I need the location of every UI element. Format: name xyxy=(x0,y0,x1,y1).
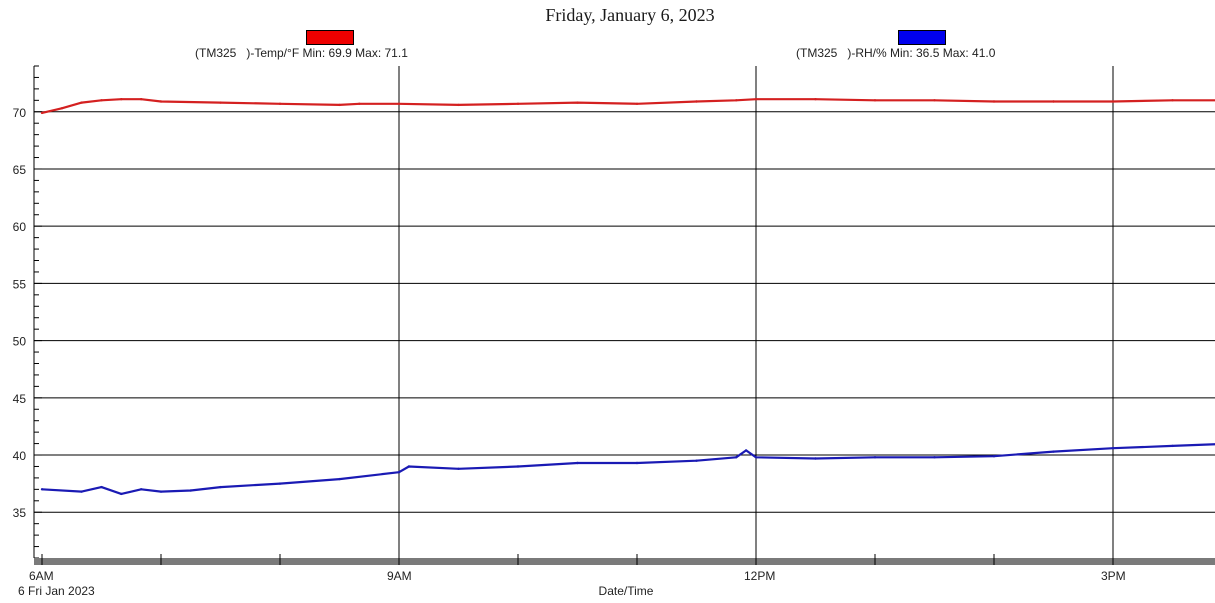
series-point-0 xyxy=(100,99,103,102)
series-point-1 xyxy=(933,456,936,459)
series-point-0 xyxy=(516,102,520,106)
series-point-0 xyxy=(397,102,401,106)
y-tick-label: 40 xyxy=(13,449,27,463)
series-point-1 xyxy=(1111,447,1115,450)
series-point-1 xyxy=(516,465,520,468)
y-tick-label: 50 xyxy=(13,335,27,349)
x-tick-label: 6AM xyxy=(29,569,54,583)
series-point-0 xyxy=(695,100,698,103)
series-point-0 xyxy=(873,99,877,102)
y-tick-label: 70 xyxy=(13,106,27,120)
series-point-0 xyxy=(814,98,817,101)
series-point-0 xyxy=(1111,100,1115,103)
legend-label-rh: (TM325 )-RH/% Min: 36.5 Max: 41.0 xyxy=(796,46,996,60)
series-point-1 xyxy=(120,492,123,496)
series-point-1 xyxy=(397,471,401,474)
series-point-1 xyxy=(873,456,877,459)
series-point-0 xyxy=(120,98,123,101)
series-point-0 xyxy=(278,102,282,106)
series-point-1 xyxy=(744,449,748,452)
series-point-0 xyxy=(80,101,83,104)
series-point-1 xyxy=(100,485,103,489)
series-point-0 xyxy=(457,103,460,107)
series-point-1 xyxy=(338,477,341,481)
series-point-0 xyxy=(754,98,758,101)
series-line-0 xyxy=(41,98,1215,114)
series-point-0 xyxy=(1052,100,1055,103)
y-tick-label: 45 xyxy=(13,392,27,406)
series-point-1 xyxy=(635,461,639,465)
legend-label-temp: (TM325 )-Temp/°F Min: 69.9 Max: 71.1 xyxy=(195,46,408,60)
series-point-0 xyxy=(159,100,163,103)
series-point-0 xyxy=(358,102,361,106)
series-point-1 xyxy=(189,489,192,492)
series-point-0 xyxy=(140,98,143,101)
series-point-1 xyxy=(80,490,83,493)
chart-title: Friday, January 6, 2023 xyxy=(545,5,715,25)
series-point-0 xyxy=(219,101,222,104)
series-point-1 xyxy=(219,485,222,489)
legend-swatch-rh xyxy=(898,30,946,45)
series-point-0 xyxy=(933,99,936,102)
series-point-0 xyxy=(735,99,738,102)
series-point-1 xyxy=(814,457,817,460)
series-point-1 xyxy=(1171,444,1174,448)
series-point-1 xyxy=(40,488,44,491)
x-axis-band xyxy=(34,558,1215,565)
series-point-0 xyxy=(992,100,996,103)
series-point-1 xyxy=(754,456,758,459)
y-tick-label: 60 xyxy=(13,220,27,234)
x-tick-label: 3PM xyxy=(1101,569,1126,583)
series-point-0 xyxy=(635,102,639,106)
x-date-label: 6 Fri Jan 2023 xyxy=(18,584,95,598)
plot-area xyxy=(34,66,1215,558)
series-point-1 xyxy=(1052,450,1055,453)
series-point-0 xyxy=(576,101,579,104)
series-point-1 xyxy=(457,467,460,470)
series-point-1 xyxy=(735,456,738,459)
series-point-0 xyxy=(1171,99,1174,102)
series-point-1 xyxy=(576,461,579,465)
series-point-1 xyxy=(278,482,282,485)
y-tick-label: 35 xyxy=(13,506,27,520)
series-point-1 xyxy=(159,490,163,493)
y-tick-label: 55 xyxy=(13,277,27,291)
series-point-1 xyxy=(407,465,411,468)
series-point-1 xyxy=(992,455,996,458)
series-point-0 xyxy=(60,107,63,110)
series-point-0 xyxy=(338,103,341,107)
x-axis-title: Date/Time xyxy=(599,584,654,598)
series-point-1 xyxy=(695,459,698,462)
series-point-0 xyxy=(40,111,44,115)
x-tick-label: 12PM xyxy=(744,569,775,583)
legend-swatch-temp xyxy=(306,30,354,45)
series-point-1 xyxy=(140,488,143,491)
y-tick-label: 65 xyxy=(13,163,27,177)
x-tick-label: 9AM xyxy=(387,569,412,583)
